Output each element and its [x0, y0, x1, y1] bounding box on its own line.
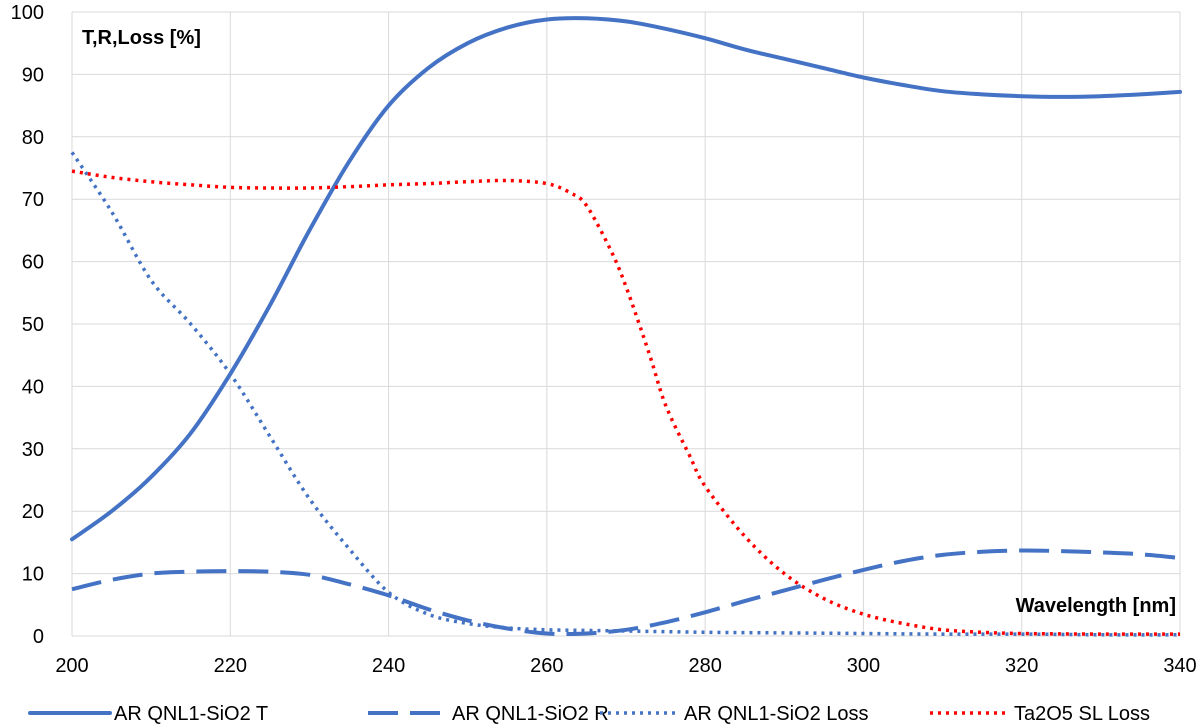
- y-axis-tick-labels: 0 10 20 30 40 50 60 70 80 90 100: [11, 2, 44, 648]
- legend-label: AR QNL1-SiO2 T: [114, 703, 268, 725]
- y-tick-label: 100: [11, 2, 44, 24]
- y-tick-label: 70: [22, 189, 44, 211]
- gridlines: [71, 11, 1181, 637]
- series-line-1: [70, 16, 1182, 542]
- series-lines: [70, 16, 1182, 637]
- x-tick-label: 240: [372, 655, 405, 677]
- y-tick-label: 60: [22, 252, 44, 274]
- y-tick-label: 80: [22, 127, 44, 149]
- x-tick-label: 320: [1005, 655, 1038, 677]
- x-tick-label: 200: [55, 655, 88, 677]
- y-axis-label: T,R,Loss [%]: [82, 27, 201, 49]
- y-tick-label: 50: [22, 314, 44, 336]
- series-line-2: [71, 548, 1181, 637]
- series-line-4: [71, 169, 1181, 636]
- y-tick-label: 0: [33, 626, 44, 648]
- x-axis-tick-labels: 200 220 240 260 280 300 320 340: [55, 655, 1196, 677]
- legend-label: Ta2O5 SL Loss: [1014, 703, 1150, 725]
- y-tick-label: 10: [22, 564, 44, 586]
- series-line-3: [70, 151, 1181, 637]
- y-tick-label: 30: [22, 439, 44, 461]
- x-axis-label: Wavelength [nm]: [1016, 595, 1176, 617]
- legend: AR QNL1-SiO2 T AR QNL1-SiO2 R AR QNL1-SiO2…: [28, 703, 1150, 725]
- x-tick-label: 260: [530, 655, 563, 677]
- x-tick-label: 280: [688, 655, 721, 677]
- x-tick-label: 220: [214, 655, 247, 677]
- x-tick-label: 300: [847, 655, 880, 677]
- x-tick-label: 340: [1163, 655, 1196, 677]
- y-tick-label: 20: [22, 501, 44, 523]
- legend-label: AR QNL1-SiO2 R: [452, 703, 609, 725]
- y-tick-label: 40: [22, 376, 44, 398]
- legend-label: AR QNL1-SiO2 Loss: [684, 703, 869, 725]
- y-tick-label: 90: [22, 64, 44, 86]
